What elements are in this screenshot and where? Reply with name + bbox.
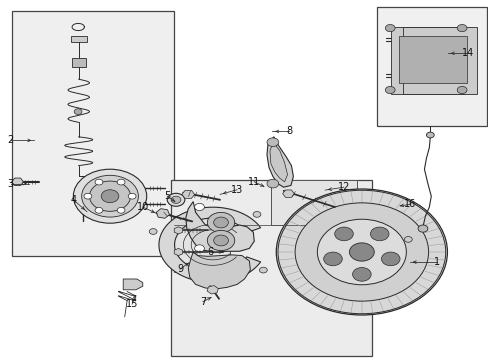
Text: 7: 7: [200, 297, 205, 307]
Circle shape: [194, 245, 204, 252]
Text: 1: 1: [433, 257, 439, 267]
Polygon shape: [72, 58, 85, 67]
Circle shape: [334, 227, 352, 241]
Circle shape: [456, 24, 466, 32]
Bar: [271, 180, 356, 225]
Circle shape: [352, 267, 370, 281]
Text: 3: 3: [8, 179, 14, 189]
Circle shape: [370, 227, 388, 241]
Circle shape: [81, 175, 138, 217]
Polygon shape: [269, 142, 287, 182]
Bar: [376, 7, 486, 126]
Text: 16: 16: [403, 199, 415, 210]
Circle shape: [404, 237, 411, 242]
Circle shape: [95, 207, 102, 213]
Text: 5: 5: [164, 191, 170, 201]
Circle shape: [349, 243, 373, 261]
Circle shape: [253, 212, 261, 217]
Text: 14: 14: [461, 48, 473, 58]
Text: 6: 6: [207, 247, 213, 257]
Circle shape: [194, 203, 204, 211]
Circle shape: [171, 196, 181, 203]
Circle shape: [266, 179, 278, 188]
Polygon shape: [159, 207, 260, 282]
Text: 13: 13: [230, 185, 243, 195]
Circle shape: [101, 190, 119, 203]
Circle shape: [74, 109, 82, 114]
Text: 2: 2: [8, 135, 14, 145]
Circle shape: [117, 179, 125, 185]
Text: 9: 9: [177, 264, 183, 274]
Circle shape: [323, 252, 342, 266]
Circle shape: [84, 193, 92, 199]
Polygon shape: [266, 137, 293, 187]
Circle shape: [259, 267, 267, 273]
Polygon shape: [123, 279, 142, 290]
Polygon shape: [185, 202, 254, 252]
Text: 11: 11: [247, 177, 260, 187]
Circle shape: [385, 86, 394, 94]
Circle shape: [167, 193, 184, 206]
Circle shape: [149, 229, 157, 234]
Circle shape: [381, 252, 399, 266]
Circle shape: [95, 179, 102, 185]
Text: 4: 4: [70, 195, 76, 205]
Bar: [12, 11, 173, 256]
Circle shape: [385, 24, 394, 32]
Bar: [173, 216, 229, 272]
Polygon shape: [390, 27, 464, 94]
Circle shape: [266, 138, 278, 147]
Text: 10: 10: [136, 202, 149, 212]
Circle shape: [73, 169, 146, 223]
Polygon shape: [398, 36, 466, 83]
Circle shape: [276, 189, 447, 315]
Circle shape: [117, 207, 125, 213]
Circle shape: [295, 203, 427, 301]
Text: 8: 8: [286, 126, 292, 136]
Circle shape: [89, 181, 130, 211]
Polygon shape: [188, 252, 250, 289]
Bar: [171, 180, 371, 356]
Circle shape: [456, 86, 466, 94]
Circle shape: [128, 193, 136, 199]
Circle shape: [213, 217, 228, 228]
Circle shape: [207, 230, 234, 251]
Text: 15: 15: [125, 299, 138, 309]
Circle shape: [317, 219, 406, 285]
Circle shape: [207, 212, 234, 233]
Circle shape: [426, 132, 433, 138]
Polygon shape: [71, 36, 86, 42]
Circle shape: [417, 225, 427, 232]
Text: 12: 12: [337, 182, 349, 192]
Polygon shape: [403, 27, 476, 94]
Circle shape: [213, 235, 228, 246]
